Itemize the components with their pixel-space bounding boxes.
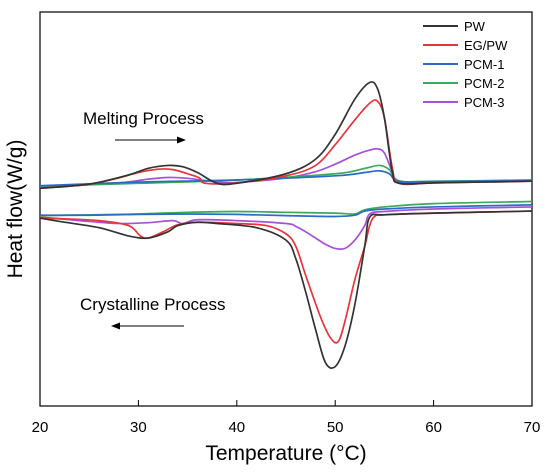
x-axis-ticks: 20 30 40 50 60 70 — [32, 400, 541, 436]
legend-label: PCM-3 — [464, 95, 504, 110]
series-pw-heating-line — [39, 81, 533, 190]
curves-group — [39, 81, 533, 369]
y-axis-label: Heat flow(W/g) — [4, 140, 27, 279]
x-tick-label: 60 — [425, 419, 442, 436]
series-eg-pw-cooling-line — [39, 210, 533, 344]
series-pcm-1-heating-line — [39, 169, 533, 187]
series-pw-cooling-line — [39, 210, 533, 369]
annotation-melting-label: Melting Process — [83, 109, 204, 128]
x-tick-label: 50 — [327, 419, 344, 436]
x-tick-label: 20 — [32, 419, 49, 436]
series-pcm-1-cooling-line — [39, 204, 533, 218]
annotation-crystalline-label: Crystalline Process — [80, 295, 226, 314]
arrow-left-icon — [111, 322, 184, 330]
legend-label: EG/PW — [464, 38, 508, 53]
x-axis-label: Temperature (°C) — [205, 442, 366, 465]
legend-label: PW — [464, 19, 486, 34]
plot-frame — [39, 11, 533, 407]
x-tick-label: 40 — [228, 419, 245, 436]
series-pcm-3-cooling-line — [39, 206, 533, 251]
legend-label: PCM-1 — [464, 57, 504, 72]
x-tick-label: 70 — [524, 419, 541, 436]
legend-label: PCM-2 — [464, 76, 504, 91]
legend: PW EG/PW PCM-1 PCM-2 PCM-3 — [423, 19, 508, 110]
arrow-right-icon — [115, 136, 186, 144]
x-tick-label: 30 — [130, 419, 147, 436]
